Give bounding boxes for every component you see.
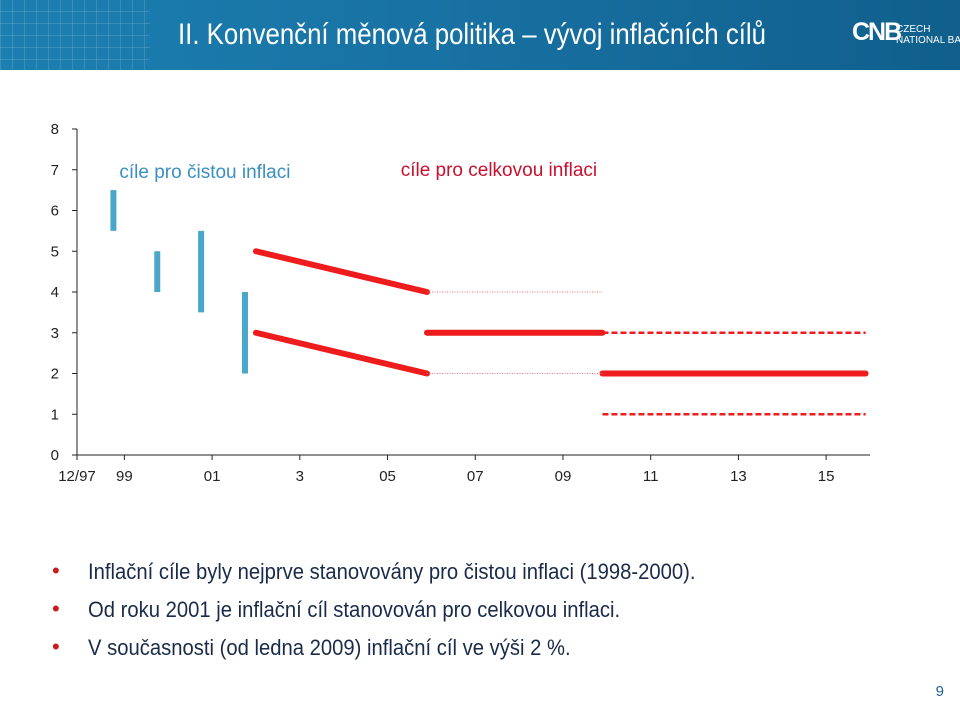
slide-title: II. Konvenční měnová politika – vývoj in… (178, 18, 766, 51)
y-tick-label: 7 (51, 162, 59, 179)
y-tick-label: 8 (51, 121, 59, 138)
slide-header: II. Konvenční měnová politika – vývoj in… (0, 0, 960, 70)
bullet-icon: • (52, 596, 60, 621)
y-tick-label: 4 (51, 284, 59, 301)
y-tick-label: 5 (51, 243, 59, 260)
x-tick-label: 3 (296, 468, 304, 485)
y-tick-label: 2 (51, 366, 59, 383)
logo-line-1: CZECH (896, 24, 931, 35)
x-tick-label: 09 (555, 468, 572, 485)
logo-text: CZECH NATIONAL BANK (896, 24, 960, 46)
cnb-logo: CNB CZECH NATIONAL BANK (852, 16, 960, 56)
bullet-item-1: • Inflační cíle byly nejprve stanovovány… (52, 556, 932, 594)
x-tick-label: 11 (643, 468, 659, 485)
bullet-icon: • (52, 558, 60, 583)
x-tick-label: 12/97 (58, 468, 96, 485)
bullet-item-3: • V současnosti (od ledna 2009) inflační… (52, 632, 932, 670)
headline-inflation-target-solid (252, 329, 431, 377)
x-tick-label: 13 (730, 468, 747, 485)
headline-inflation-target-solid (252, 248, 431, 295)
y-tick-label: 1 (51, 406, 59, 423)
x-tick-label: 01 (204, 468, 221, 485)
headline-inflation-label: cíle pro celkovou inflaci (401, 160, 597, 181)
net-inflation-label: cíle pro čistou inflaci (119, 162, 290, 183)
logo-line-2: NATIONAL BANK (896, 35, 960, 46)
x-tick-label: 99 (116, 468, 133, 485)
bullet-text: V současnosti (od ledna 2009) inflační c… (88, 635, 571, 660)
y-tick-label: 3 (51, 325, 59, 342)
logo-mark: CNB (852, 18, 902, 46)
x-tick-label: 05 (379, 468, 396, 485)
bullet-icon: • (52, 634, 60, 659)
bullet-item-2: • Od roku 2001 je inflační cíl stanovová… (52, 594, 932, 632)
bullet-text: Od roku 2001 je inflační cíl stanovován … (88, 597, 621, 622)
x-tick-label: 07 (467, 468, 484, 485)
y-tick-label: 6 (51, 203, 59, 220)
header-grid-pattern (0, 0, 150, 70)
page-number: 9 (935, 683, 944, 700)
x-tick-label: 15 (818, 468, 835, 485)
bullet-text: Inflační cíle byly nejprve stanovovány p… (88, 559, 696, 584)
bullet-list: • Inflační cíle byly nejprve stanovovány… (52, 556, 932, 670)
y-tick-label: 0 (51, 447, 59, 464)
